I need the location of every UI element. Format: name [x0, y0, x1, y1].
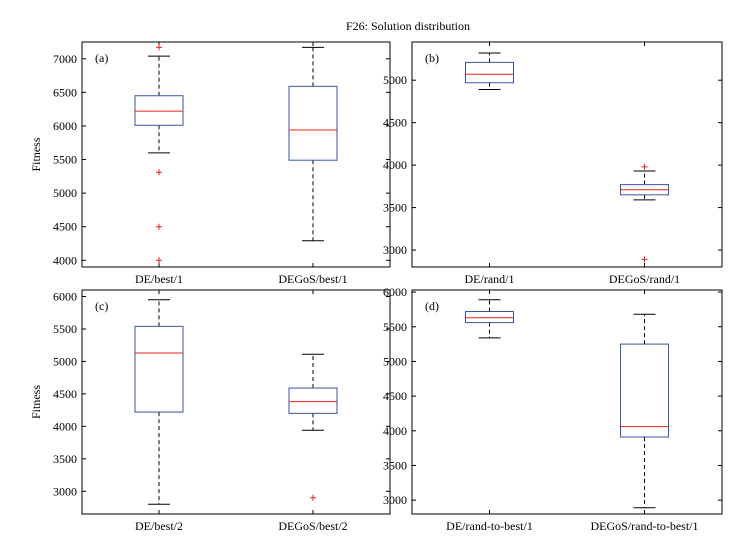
y-tick-label: 4000 — [53, 253, 77, 267]
x-category-label: DE/rand-to-best/1 — [446, 519, 533, 533]
box-1: DE/rand/1 — [465, 42, 515, 286]
y-tick-label: 6500 — [53, 85, 77, 99]
box-iqr — [620, 343, 669, 438]
y-tick-label: 7000 — [53, 52, 77, 66]
y-tick-label: 6000 — [383, 285, 407, 299]
y-tick-label: 3000 — [383, 493, 407, 507]
panel-label: (c) — [95, 299, 108, 313]
box-iqr — [134, 325, 184, 413]
box-iqr — [465, 310, 514, 324]
x-category-label: DEGoS/best/2 — [278, 519, 347, 533]
x-category-label: DE/best/2 — [135, 519, 183, 533]
y-tick-label: 4500 — [383, 389, 407, 403]
y-tick-label: 5000 — [53, 354, 77, 368]
outlier-marker — [310, 494, 316, 501]
y-axis-label: Fitness — [29, 137, 43, 171]
box-iqr — [288, 85, 338, 161]
box-2: DEGoS/rand/1 — [609, 42, 680, 286]
panel-label: (b) — [425, 51, 439, 65]
y-tick-label: 3500 — [383, 201, 407, 215]
y-tick-label: 5500 — [383, 320, 407, 334]
x-category-label: DEGoS/rand-to-best/1 — [591, 519, 699, 533]
panels: 4000 4500 5000 5500 6000 6500 7000 (a) Fitness DE… — [29, 41, 723, 533]
panel-d: 3000 3500 4000 4500 5000 5500 6000 (d) DE/rand-t… — [383, 285, 723, 533]
outlier-marker — [156, 169, 162, 176]
y-tick-label: 5500 — [53, 322, 77, 336]
plot-frame — [81, 289, 391, 515]
box-iqr — [134, 95, 184, 126]
box-2: DEGoS/best/2 — [278, 290, 348, 533]
x-category-label: DE/rand/1 — [465, 272, 515, 286]
box-1: DE/rand-to-best/1 — [446, 290, 533, 533]
box-2: DEGoS/best/1 — [278, 42, 348, 286]
plot-frame — [81, 41, 391, 268]
box-iqr — [465, 61, 514, 84]
y-tick-label: 5500 — [53, 153, 77, 167]
x-category-label: DEGoS/rand/1 — [609, 272, 680, 286]
box-iqr — [288, 387, 338, 414]
outlier-marker — [156, 223, 162, 230]
panel-a: 4000 4500 5000 5500 6000 6500 7000 (a) Fitness DE… — [29, 41, 391, 286]
y-tick-label: 3000 — [53, 484, 77, 498]
figure-title: F26: Solution distribution — [346, 19, 470, 33]
y-tick-label: 5000 — [383, 73, 407, 87]
y-axis-label: Fitness — [29, 385, 43, 419]
y-tick-label: 4500 — [53, 220, 77, 234]
box-1: DE/best/2 — [134, 290, 184, 533]
y-tick-label: 4500 — [53, 387, 77, 401]
panel-label: (d) — [425, 299, 439, 313]
y-tick-label: 3000 — [383, 243, 407, 257]
plot-frame — [411, 41, 723, 268]
y-tick-label: 4000 — [53, 419, 77, 433]
y-tick-label: 4000 — [383, 158, 407, 172]
box-1: DE/best/1 — [134, 42, 184, 286]
outlier-marker — [156, 44, 162, 51]
y-tick-label: 4000 — [383, 424, 407, 438]
x-category-label: DE/best/1 — [135, 272, 183, 286]
x-category-label: DEGoS/best/1 — [278, 272, 347, 286]
panel-b: 3000 3500 4000 4500 5000 (b) DE/rand/1 DEGoS/ra… — [383, 41, 723, 286]
y-tick-label: 3500 — [383, 458, 407, 472]
plot-frame — [411, 289, 723, 515]
y-tick-label: 5000 — [383, 354, 407, 368]
outlier-marker — [641, 256, 648, 263]
y-tick-label: 6000 — [53, 119, 77, 133]
y-tick-label: 6000 — [53, 289, 77, 303]
box-2: DEGoS/rand-to-best/1 — [591, 290, 699, 533]
outlier-marker — [156, 257, 162, 264]
panel-label: (a) — [95, 51, 108, 65]
panel-c: 3000 3500 4000 4500 5000 5500 6000 (c) Fitness DE… — [29, 289, 391, 533]
y-tick-label: 4500 — [383, 116, 407, 130]
y-tick-label: 5000 — [53, 186, 77, 200]
outlier-marker — [641, 163, 648, 170]
y-tick-label: 3500 — [53, 452, 77, 466]
